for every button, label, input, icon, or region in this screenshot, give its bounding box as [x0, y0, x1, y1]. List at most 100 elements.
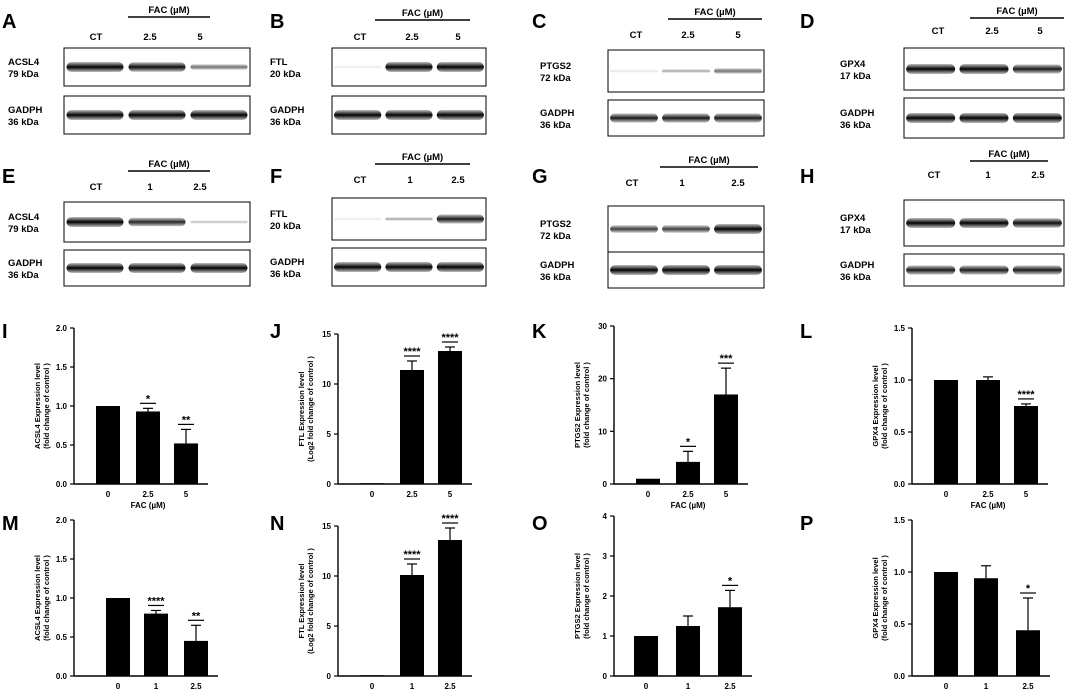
- bar-chart-o: O 0 1 2 3 4 PTGS2 Expression level(fold change…: [532, 512, 752, 690]
- sig-stars: ****: [403, 549, 421, 561]
- y-axis-label: PTGS2 Expression level(fold change of co…: [573, 362, 591, 448]
- y-tick-label: 1.0: [894, 376, 906, 385]
- blot-band: [128, 217, 186, 227]
- blot-band: [714, 113, 762, 123]
- bar: [136, 411, 160, 484]
- blot-band: [190, 64, 248, 70]
- blot-band: [436, 214, 484, 224]
- lane-label: CT: [626, 178, 639, 189]
- y-tick-label: 20: [598, 375, 607, 384]
- lane-label: 2.5: [731, 178, 745, 189]
- blot-band: [1012, 113, 1062, 123]
- protein-size: 79 kDa: [8, 224, 39, 235]
- panel-label: C: [532, 11, 546, 33]
- x-tick-label: 0: [106, 490, 111, 499]
- bar: [106, 598, 130, 676]
- y-tick-label: 0.5: [56, 633, 68, 642]
- blot-band: [662, 265, 710, 275]
- y-tick-label: 3: [603, 552, 608, 561]
- y-tick-label: 1.0: [56, 594, 68, 603]
- x-tick-label: 5: [1024, 490, 1029, 499]
- panel-label: M: [2, 513, 19, 535]
- y-tick-label: 10: [322, 572, 331, 581]
- sig-stars: ****: [147, 595, 165, 607]
- sig-stars: *: [686, 436, 691, 448]
- blot-band: [190, 220, 248, 224]
- protein-size: 36 kDa: [540, 120, 571, 131]
- sig-stars: ****: [441, 332, 459, 344]
- protein-name: GPX4: [840, 213, 866, 224]
- y-tick-label: 0: [603, 480, 608, 489]
- protein-name: ACSL4: [8, 212, 40, 223]
- y-axis-label: GPX4 Expression level(fold change of con…: [871, 363, 889, 449]
- blot-band: [66, 62, 124, 72]
- protein-name: FTL: [270, 57, 288, 68]
- bar-chart-l: L 0.0 0.5 1.0 1.5 GPX4 Expression level(fold …: [800, 321, 1048, 510]
- panel-label: K: [532, 321, 547, 343]
- protein-name: PTGS2: [540, 219, 571, 230]
- bar: [184, 640, 208, 676]
- y-tick-label: 5: [327, 430, 332, 439]
- bar-chart-k: K 0 10 20 30 PTGS2 Expression level(fold chan…: [532, 321, 748, 510]
- y-tick-label: 1.0: [894, 568, 906, 577]
- blot-band: [385, 217, 433, 221]
- y-axis-label: FTL Expression level(Log2 fold change of…: [297, 548, 315, 654]
- y-axis-label-line: GPX4 Expression level: [871, 365, 880, 446]
- y-axis-label-line: (fold change of control ): [880, 555, 889, 641]
- protein-size: 17 kDa: [840, 71, 871, 82]
- protein-size: 36 kDa: [270, 117, 301, 128]
- x-tick-label: 1: [984, 682, 989, 690]
- y-tick-label: 0.0: [56, 672, 68, 681]
- lane-label: CT: [932, 26, 945, 37]
- sig-stars: *: [728, 575, 733, 587]
- sig-stars: **: [192, 610, 201, 622]
- lane-label: 1: [147, 182, 153, 193]
- y-axis-label: FTL Expression level(Log2 fold change of…: [297, 356, 315, 462]
- blot-band: [714, 68, 762, 74]
- sig-stars: ****: [441, 513, 459, 525]
- blot-band: [385, 262, 433, 272]
- y-tick-label: 1.5: [56, 555, 68, 564]
- blot-band: [959, 265, 1009, 275]
- y-tick-label: 4: [603, 512, 608, 521]
- panel-label: B: [270, 11, 284, 33]
- lane-label: 2.5: [193, 182, 207, 193]
- sig-stars: **: [182, 414, 191, 426]
- blot-band: [959, 64, 1009, 74]
- protein-name: FTL: [270, 209, 288, 220]
- group-label: FAC (µM): [402, 8, 443, 19]
- protein-size: 36 kDa: [8, 270, 39, 281]
- y-tick-label: 0.0: [894, 672, 906, 681]
- y-axis-label-line: (fold change of control ): [880, 363, 889, 449]
- blot-band: [906, 64, 956, 74]
- bar: [934, 572, 958, 676]
- bar: [360, 675, 384, 676]
- group-label: FAC (µM): [148, 5, 189, 16]
- blot-band: [906, 113, 956, 123]
- y-tick-label: 0.0: [56, 480, 68, 489]
- x-tick-label: 2.5: [982, 490, 994, 499]
- blot-band: [610, 113, 658, 123]
- panel-label: F: [270, 166, 282, 188]
- y-axis-label: GPX4 Expression level(fold change of con…: [871, 555, 889, 641]
- protein-size: 36 kDa: [270, 269, 301, 280]
- protein-name: GPX4: [840, 59, 866, 70]
- y-axis-label-line: GPX4 Expression level: [871, 557, 880, 638]
- protein-name: GADPH: [840, 108, 874, 119]
- lane-label: 5: [735, 30, 741, 41]
- blot-band: [610, 69, 658, 73]
- bar: [676, 461, 700, 484]
- blot-band: [334, 262, 382, 272]
- lane-label: CT: [90, 182, 103, 193]
- y-tick-label: 15: [322, 522, 331, 531]
- protein-size: 36 kDa: [840, 120, 871, 131]
- lane-label: 5: [197, 32, 203, 43]
- bar: [438, 351, 462, 484]
- y-tick-label: 0.0: [894, 480, 906, 489]
- blot-band: [334, 217, 382, 221]
- protein-size: 72 kDa: [540, 231, 571, 242]
- blot-band: [436, 110, 484, 120]
